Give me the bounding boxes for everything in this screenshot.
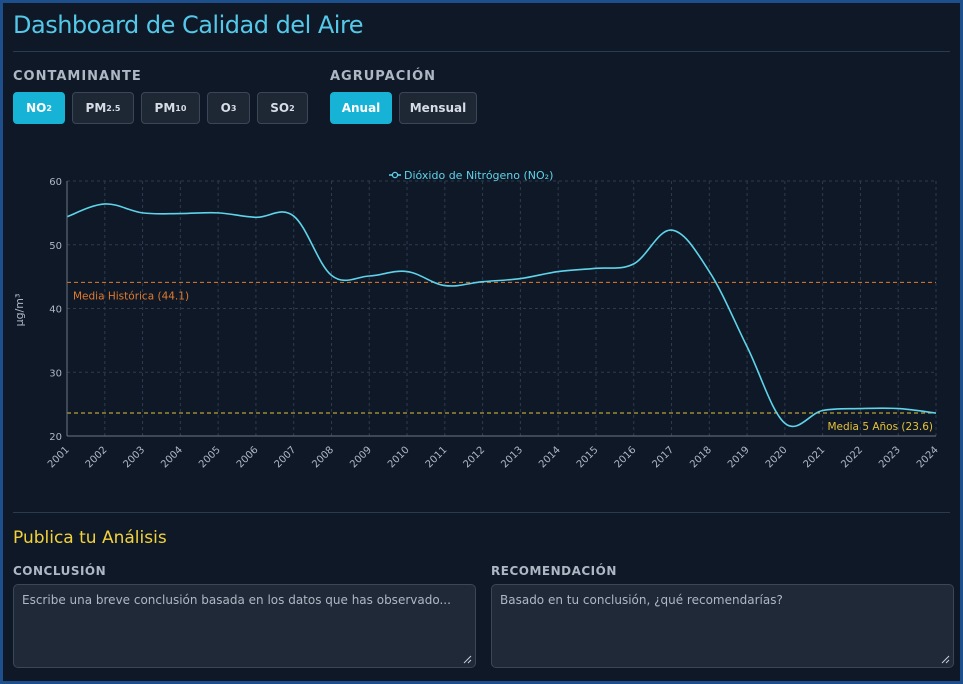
- x-tick-label: 2019: [726, 445, 752, 471]
- x-tick-label: 2002: [84, 445, 110, 471]
- y-tick-label: 50: [49, 241, 62, 252]
- chart-legend[interactable]: Dióxido de Nitrógeno (NO₂): [389, 169, 553, 182]
- chart-axes: 20 30 40 50 60 2001 2002 2003 2004 2005 2006 2007 20…: [46, 177, 941, 470]
- x-tick-label: 2017: [650, 445, 676, 471]
- recommendation-textarea[interactable]: Basado en tu conclusión, ¿qué recomendar…: [491, 584, 954, 668]
- x-tick-label: 2008: [310, 445, 336, 471]
- pollutant-button-subscript: 2.5: [106, 103, 121, 113]
- x-tick-label: 2013: [499, 445, 525, 471]
- pollutant-button-pm25[interactable]: PM 2.5: [72, 92, 134, 124]
- pollutant-button-label: SO: [270, 101, 290, 115]
- pollutant-button-no2[interactable]: NO 2: [13, 92, 65, 124]
- x-tick-label: 2022: [839, 445, 865, 471]
- x-tick-label: 2007: [273, 445, 299, 471]
- recommendation-placeholder: Basado en tu conclusión, ¿qué recomendar…: [500, 593, 783, 607]
- pollutant-button-subscript: 10: [175, 103, 187, 113]
- x-tick-label: 2024: [915, 445, 941, 471]
- header-divider: [13, 51, 950, 52]
- grouping-button-label: Anual: [341, 101, 381, 115]
- series-layer: [66, 203, 937, 428]
- x-tick-label: 2014: [537, 445, 563, 471]
- pollutant-button-label: PM: [154, 101, 176, 115]
- pollutant-button-subscript: 2: [289, 103, 295, 113]
- conclusion-label: CONCLUSIÓN: [13, 564, 107, 578]
- y-tick-label: 40: [49, 305, 62, 316]
- page-title: Dashboard de Calidad del Aire: [13, 11, 364, 39]
- x-tick-label: 2015: [575, 445, 601, 471]
- x-tick-label: 2003: [121, 445, 147, 471]
- reference-lines: Media Histórica (44.1) Media 5 Años (23.6…: [67, 281, 936, 433]
- chart-grid: [66, 180, 937, 437]
- x-tick-label: 2020: [764, 445, 790, 471]
- legend-circle-icon: [391, 171, 399, 179]
- pollutant-group-label: CONTAMINANTE: [13, 69, 142, 84]
- grouping-button-anual[interactable]: Anual: [330, 92, 392, 124]
- pollutant-button-pm10[interactable]: PM 10: [141, 92, 200, 124]
- resize-handle-icon[interactable]: [463, 655, 472, 664]
- y-tick-label: 20: [49, 432, 62, 443]
- x-tick-label: 2021: [802, 445, 828, 471]
- x-tick-label: 2018: [688, 445, 714, 471]
- reference-line-label: Media 5 Años (23.6): [827, 421, 933, 433]
- grouping-group-label: AGRUPACIÓN: [330, 69, 437, 84]
- x-tick-label: 2005: [197, 445, 223, 471]
- x-tick-label: 2011: [424, 445, 450, 471]
- x-tick-label: 2009: [348, 445, 374, 471]
- x-tick-label: 2012: [462, 445, 488, 471]
- x-tick-label: 2010: [386, 445, 412, 471]
- pollutant-button-label: NO: [26, 101, 47, 115]
- pollutant-button-subscript: 3: [230, 103, 237, 113]
- x-tick-label: 2004: [159, 445, 185, 471]
- pollutant-button-label: PM: [85, 101, 107, 115]
- x-tick-label: 2006: [235, 445, 261, 471]
- resize-handle-icon[interactable]: [941, 655, 950, 664]
- y-axis-label: µg/m³: [13, 294, 26, 327]
- series-line: [66, 203, 937, 428]
- grouping-button-mensual[interactable]: Mensual: [399, 92, 477, 124]
- legend-label: Dióxido de Nitrógeno (NO₂): [404, 169, 553, 182]
- x-tick-label: 2016: [613, 445, 639, 471]
- pollutant-button-so2[interactable]: SO 2: [257, 92, 308, 124]
- x-tick-label: 2023: [877, 445, 903, 471]
- conclusion-placeholder: Escribe una breve conclusión basada en l…: [22, 593, 451, 607]
- y-tick-label: 60: [49, 177, 62, 188]
- conclusion-textarea[interactable]: Escribe una breve conclusión basada en l…: [13, 584, 476, 668]
- grouping-button-label: Mensual: [409, 101, 467, 115]
- analysis-section-title: Publica tu Análisis: [13, 528, 167, 548]
- pollutant-button-subscript: 2: [46, 103, 52, 113]
- recommendation-label: RECOMENDACIÓN: [491, 564, 617, 578]
- section-divider: [13, 512, 950, 513]
- reference-line-label: Media Histórica (44.1): [73, 290, 189, 302]
- y-tick-label: 30: [49, 368, 62, 379]
- pollutant-button-label: O: [220, 101, 231, 115]
- no2-line-chart: Media Histórica (44.1) Media 5 Años (23.6…: [13, 169, 941, 470]
- x-tick-label: 2001: [46, 445, 72, 471]
